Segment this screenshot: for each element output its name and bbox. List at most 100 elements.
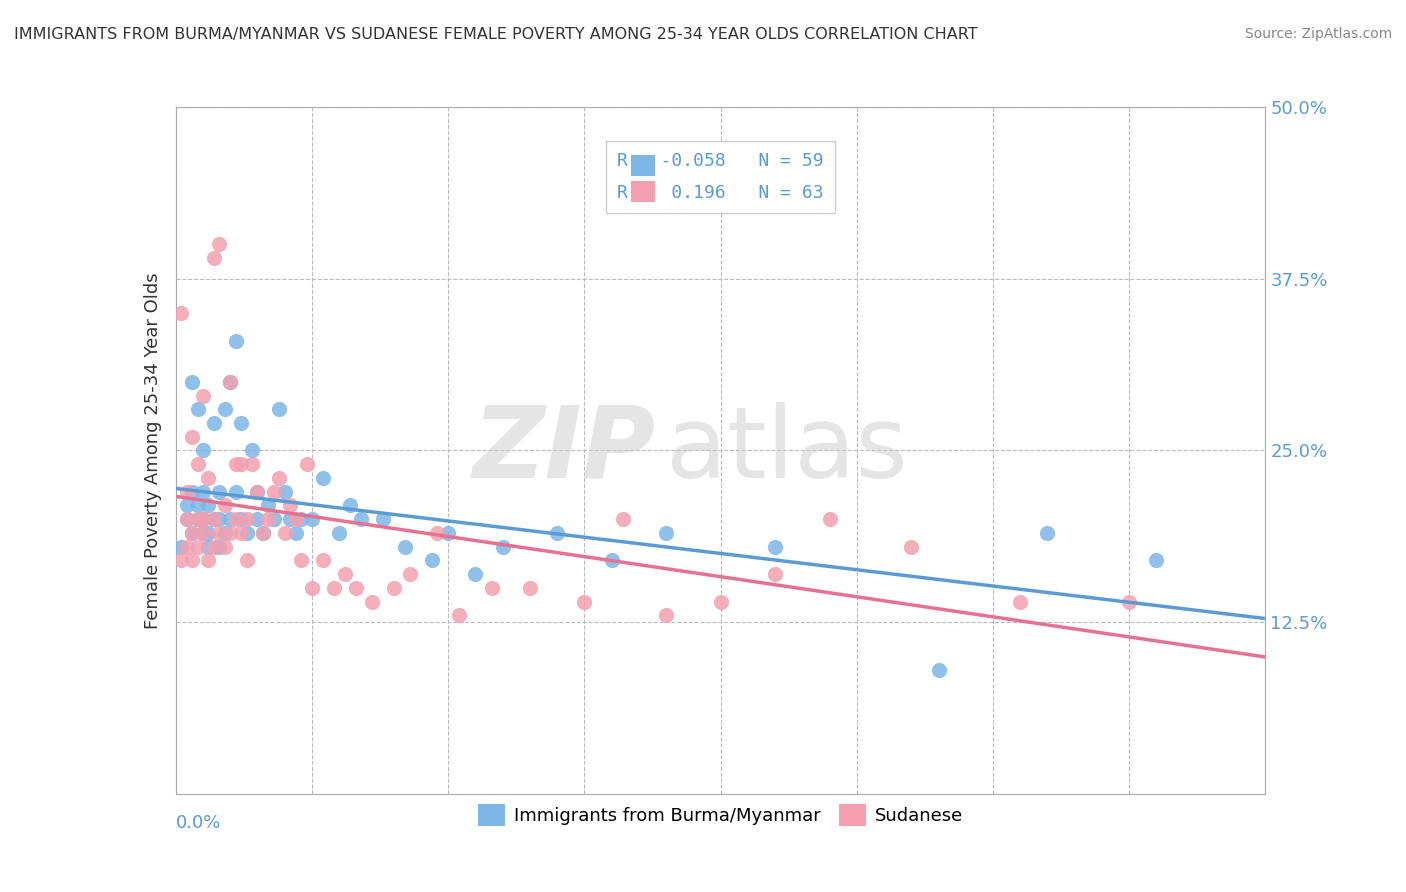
Point [284,512,307,526]
Point [447,608,470,623]
Point [191,484,214,499]
Point [231,525,253,540]
Point [301,512,323,526]
Point [246,512,269,526]
FancyBboxPatch shape [631,155,655,176]
Point [235,525,257,540]
Point [246,484,269,499]
Point [214,499,236,513]
Point [426,525,449,540]
Point [322,581,344,595]
Text: 0.0%: 0.0% [176,814,221,832]
Point [181,525,204,540]
Point [202,251,225,265]
Point [290,553,312,567]
Point [186,402,209,417]
Point [191,512,214,526]
Point [274,525,297,540]
Point [181,525,204,540]
Point [181,553,204,567]
Point [181,484,204,499]
Point [214,402,236,417]
Text: atlas: atlas [666,402,908,499]
Point [928,663,950,677]
Point [176,499,198,513]
Point [176,512,198,526]
Point [225,484,247,499]
Point [284,525,307,540]
Point [170,553,193,567]
Y-axis label: Female Poverty Among 25-34 Year Olds: Female Poverty Among 25-34 Year Olds [143,272,162,629]
Point [197,471,219,485]
Point [197,525,219,540]
Point [170,540,193,554]
Point [301,581,323,595]
Point [197,499,219,513]
Point [208,484,231,499]
Point [191,512,214,526]
Point [191,388,214,402]
Point [246,484,269,499]
Point [231,416,253,430]
Point [710,594,733,608]
Point [274,484,297,499]
Point [464,567,486,582]
Point [186,457,209,471]
Point [186,540,209,554]
Text: ZIP: ZIP [472,402,655,499]
Point [231,512,253,526]
Point [278,512,301,526]
Point [290,512,312,526]
Point [170,306,193,320]
Point [240,443,263,458]
Text: Source: ZipAtlas.com: Source: ZipAtlas.com [1244,27,1392,41]
Point [312,471,335,485]
Point [197,540,219,554]
Point [263,484,285,499]
Point [481,581,503,595]
Point [252,525,274,540]
Point [1144,553,1167,567]
Point [655,608,678,623]
Point [219,512,242,526]
Point [371,512,394,526]
Point [186,512,209,526]
Point [763,540,786,554]
Point [252,525,274,540]
Point [257,499,280,513]
Point [360,594,382,608]
Point [225,512,247,526]
Point [655,525,678,540]
Point [574,594,596,608]
Point [818,512,841,526]
Point [350,512,373,526]
Point [600,553,623,567]
Point [219,525,242,540]
Point [1010,594,1032,608]
Point [240,457,263,471]
Point [344,581,367,595]
Point [191,443,214,458]
Point [231,457,253,471]
Point [269,402,291,417]
Point [312,553,335,567]
Point [900,540,922,554]
Point [208,525,231,540]
Point [176,512,198,526]
Point [257,512,280,526]
Point [197,553,219,567]
Point [420,553,443,567]
Point [186,512,209,526]
Point [333,567,356,582]
Point [269,471,291,485]
Point [1118,594,1140,608]
Point [612,512,634,526]
Point [202,540,225,554]
Point [394,540,416,554]
Text: IMMIGRANTS FROM BURMA/MYANMAR VS SUDANESE FEMALE POVERTY AMONG 25-34 YEAR OLDS C: IMMIGRANTS FROM BURMA/MYANMAR VS SUDANES… [14,27,977,42]
Point [208,237,231,252]
Point [1036,525,1059,540]
Point [339,499,361,513]
Point [219,375,242,389]
Point [399,567,422,582]
